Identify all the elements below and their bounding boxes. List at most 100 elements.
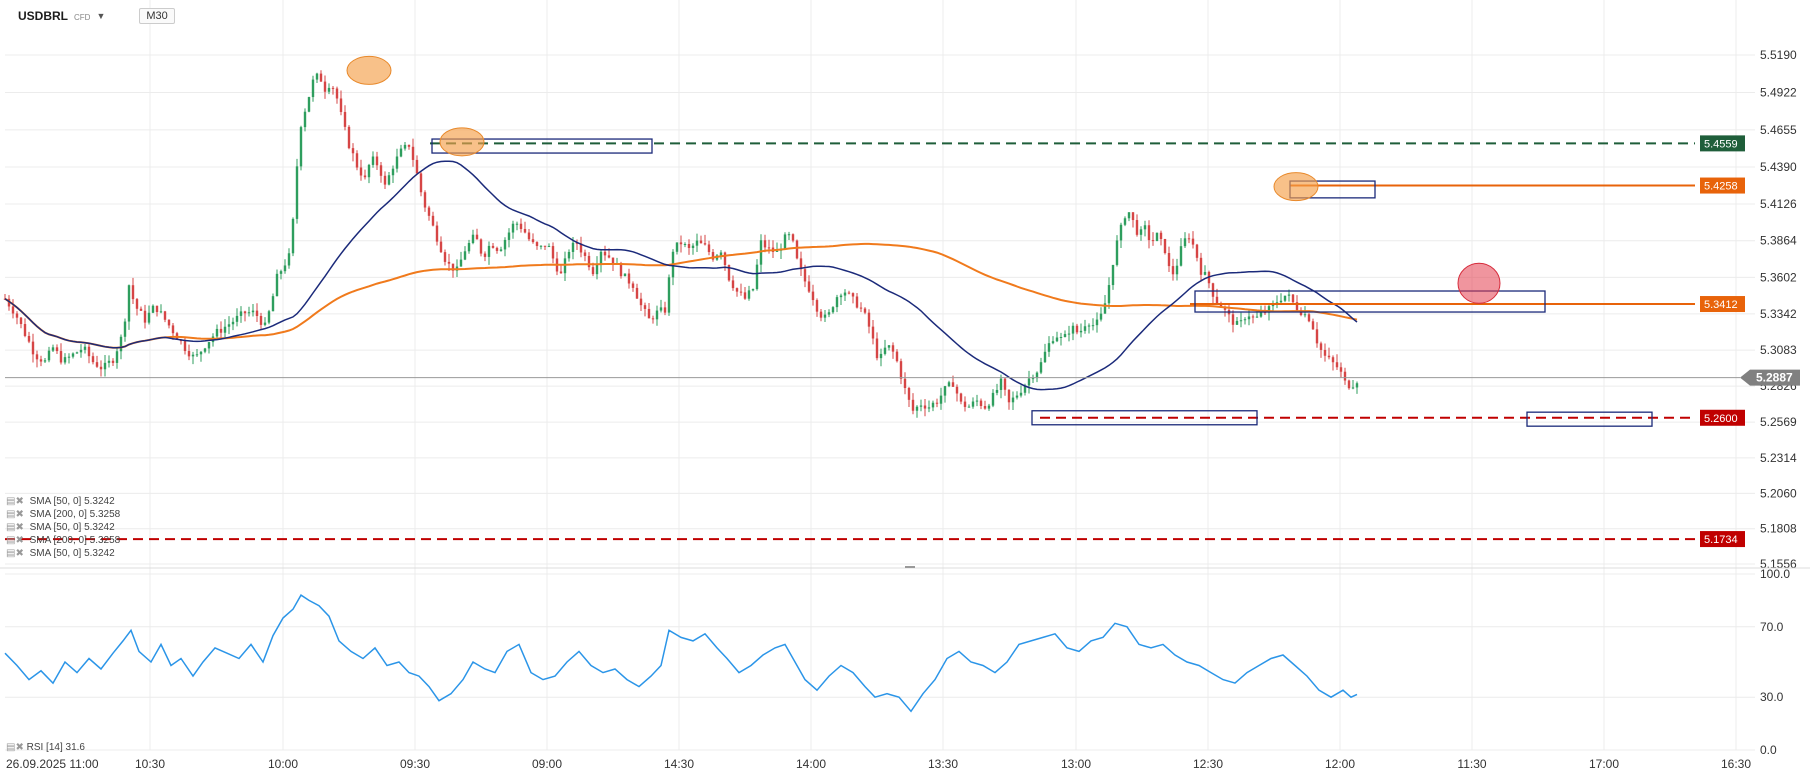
level-tag <box>1700 409 1745 426</box>
candle-body <box>719 252 723 256</box>
candle-body <box>1203 271 1207 275</box>
rsi-y-tick-label: 70.0 <box>1760 620 1784 634</box>
candle-body <box>263 322 267 325</box>
candle-body <box>1259 312 1263 317</box>
candle-body <box>927 407 931 409</box>
candle-body <box>867 312 871 327</box>
candle-body <box>947 382 951 387</box>
candle-body <box>503 239 507 250</box>
candle-body <box>1095 319 1099 326</box>
level-label: 5.4258 <box>1704 181 1738 193</box>
candle-body <box>1159 232 1163 240</box>
candle-body <box>1315 329 1319 344</box>
candle-body <box>959 393 963 402</box>
candle-body <box>875 338 879 359</box>
candle-body <box>55 347 59 352</box>
sma-200-line <box>4 242 1358 349</box>
candle-body <box>187 351 191 357</box>
candle-body <box>1119 224 1123 241</box>
candle-body <box>463 251 467 260</box>
candle-body <box>107 360 111 363</box>
current-price-tag <box>1740 369 1800 386</box>
candle-body <box>415 159 419 174</box>
y-tick-label: 5.3864 <box>1760 234 1797 248</box>
candle-body <box>955 386 959 394</box>
y-tick-label: 5.1808 <box>1760 522 1797 536</box>
indicator-legend-label: SMA [200, 0] 5.3258 <box>29 535 121 546</box>
x-tick-label: 09:00 <box>532 757 562 771</box>
candle-body <box>723 252 727 266</box>
indicator-legend-row[interactable]: ▤✖ SMA [50, 0] 5.3242 <box>6 522 115 533</box>
candle-body <box>467 242 471 252</box>
candle-body <box>1139 229 1143 235</box>
candle-body <box>443 252 447 262</box>
candle-body <box>1083 326 1087 331</box>
candle-body <box>1335 362 1339 368</box>
candle-body <box>1103 303 1107 314</box>
candle-body <box>247 312 251 314</box>
candle-body <box>19 317 23 325</box>
candle-body <box>799 258 803 270</box>
y-tick-label: 5.3602 <box>1760 270 1797 284</box>
candle-body <box>1199 257 1203 275</box>
y-tick-label: 5.4655 <box>1760 123 1797 137</box>
indicator-legend-label: SMA [50, 0] 5.3242 <box>29 522 115 533</box>
candle-body <box>235 315 239 322</box>
candle-body <box>11 306 15 314</box>
candle-body <box>183 341 187 352</box>
indicator-legend-row[interactable]: ▤✖ SMA [200, 0] 5.3258 <box>6 535 120 546</box>
candle-body <box>827 312 831 315</box>
indicator-legend-row[interactable]: ▤✖ SMA [50, 0] 5.3242 <box>6 496 115 507</box>
candle-body <box>391 168 395 176</box>
indicator-legend-row[interactable]: ▤✖ SMA [200, 0] 5.3258 <box>6 509 120 520</box>
candle-body <box>355 153 359 168</box>
candle-body <box>975 400 979 402</box>
indicator-settings-icon[interactable]: ▤✖ <box>6 509 24 520</box>
candle-body <box>915 406 919 411</box>
candle-body <box>1167 253 1171 267</box>
candle-body <box>523 228 527 233</box>
candle-body <box>15 313 19 318</box>
x-tick-label: 13:00 <box>1061 757 1091 771</box>
candle-body <box>195 354 199 356</box>
candle-body <box>1175 265 1179 275</box>
candle-body <box>699 240 703 244</box>
indicator-settings-icon[interactable]: ▤✖ <box>6 535 24 546</box>
candle-body <box>587 255 591 268</box>
candle-body <box>879 353 883 359</box>
x-tick-label: 14:30 <box>664 757 694 771</box>
indicator-settings-icon[interactable]: ▤✖ <box>6 522 24 533</box>
candle-body <box>1195 244 1199 258</box>
candle-body <box>319 73 323 82</box>
candle-body <box>1311 321 1315 330</box>
candle-body <box>63 357 67 363</box>
candle-body <box>91 356 95 363</box>
candle-body <box>1187 238 1191 240</box>
candle-body <box>379 165 383 176</box>
candle-body <box>383 175 387 185</box>
candle-body <box>1155 232 1159 241</box>
candle-body <box>979 400 983 406</box>
candle-body <box>307 97 311 112</box>
symbol-label[interactable]: USDBRL <box>18 9 68 23</box>
candle-body <box>31 341 35 355</box>
candle-body <box>755 264 759 290</box>
candle-body <box>451 263 455 271</box>
indicator-legend-row[interactable]: ▤✖ SMA [50, 0] 5.3242 <box>6 548 115 559</box>
candle-body <box>907 388 911 400</box>
rsi-legend[interactable]: ▤✖ RSI [14] 31.6 <box>6 742 85 753</box>
candle-body <box>147 312 151 323</box>
candle-body <box>167 319 171 326</box>
indicator-settings-icon[interactable]: ▤✖ <box>6 496 24 507</box>
candle-body <box>691 245 695 248</box>
candle-body <box>563 258 567 274</box>
timeframe-selector[interactable]: M30 <box>139 8 175 24</box>
candle-body <box>1011 397 1015 403</box>
indicator-settings-icon[interactable]: ▤✖ <box>6 548 24 559</box>
candle-body <box>163 311 167 320</box>
symbol-dropdown-icon[interactable]: ▼ <box>96 11 106 21</box>
candle-body <box>487 245 491 257</box>
indicator-settings-icon[interactable]: ▤✖ <box>6 742 24 753</box>
